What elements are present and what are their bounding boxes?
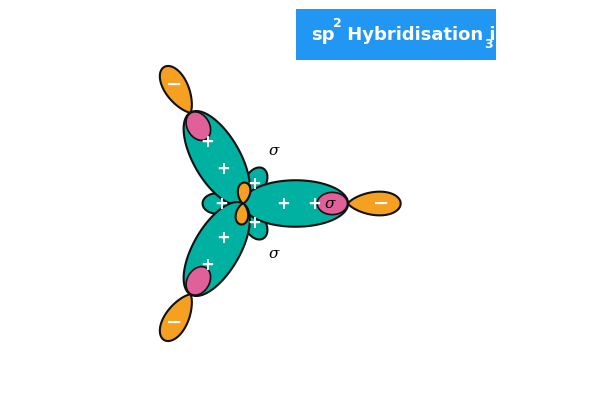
Polygon shape [160, 66, 192, 112]
Polygon shape [243, 180, 348, 227]
Polygon shape [160, 295, 192, 341]
Text: σ: σ [325, 197, 335, 211]
Text: +: + [200, 256, 214, 274]
Text: +: + [247, 175, 261, 193]
Ellipse shape [186, 267, 211, 295]
Text: +: + [247, 214, 261, 232]
Polygon shape [189, 112, 205, 132]
Polygon shape [241, 204, 268, 239]
Polygon shape [348, 192, 401, 215]
Text: −: − [373, 194, 389, 213]
Text: σ: σ [268, 247, 278, 261]
Polygon shape [326, 197, 348, 210]
Polygon shape [241, 168, 268, 204]
Text: +: + [308, 195, 322, 212]
Ellipse shape [317, 193, 347, 214]
Polygon shape [184, 202, 250, 296]
Polygon shape [189, 275, 205, 295]
Text: +: + [216, 160, 230, 178]
Text: +: + [216, 229, 230, 247]
Polygon shape [238, 183, 250, 204]
Ellipse shape [186, 112, 211, 140]
Text: +: + [200, 133, 214, 151]
Text: −: − [166, 75, 182, 94]
Text: σ: σ [268, 144, 278, 158]
Text: +: + [276, 195, 290, 212]
Polygon shape [203, 193, 243, 214]
Text: +: + [214, 195, 228, 212]
Polygon shape [184, 111, 250, 205]
Polygon shape [236, 204, 248, 224]
Text: −: − [166, 313, 182, 332]
